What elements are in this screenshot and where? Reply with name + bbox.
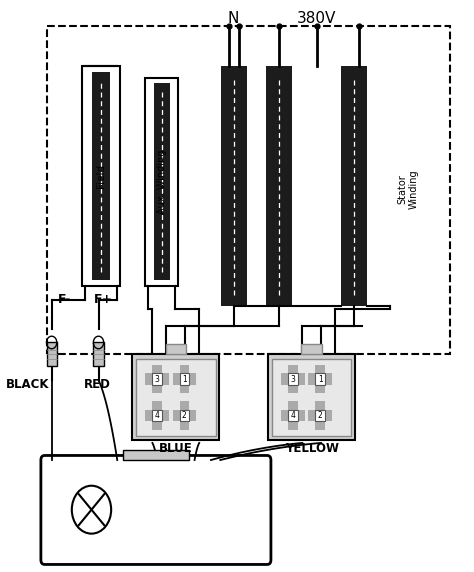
Bar <box>173 374 196 385</box>
Text: 380V: 380V <box>297 11 336 26</box>
Bar <box>93 343 104 367</box>
Bar <box>146 78 178 286</box>
Bar <box>180 374 189 385</box>
Bar <box>180 410 189 421</box>
Text: Field: Field <box>96 164 106 188</box>
Bar <box>82 66 119 286</box>
Bar <box>146 410 169 421</box>
Text: YELLOW: YELLOW <box>285 442 339 455</box>
Bar <box>152 410 162 421</box>
Text: 1: 1 <box>182 375 187 383</box>
Text: F-: F- <box>58 293 72 305</box>
Bar <box>281 410 305 421</box>
Text: BLACK: BLACK <box>6 378 49 391</box>
Bar <box>309 374 332 385</box>
Bar <box>152 365 162 394</box>
Bar <box>288 410 298 421</box>
Text: BLUE: BLUE <box>159 442 193 455</box>
Bar <box>165 344 186 355</box>
Bar <box>47 26 450 355</box>
Text: 2: 2 <box>182 411 187 420</box>
Bar <box>315 365 325 394</box>
Text: F+: F+ <box>94 293 113 305</box>
Text: 2: 2 <box>318 411 322 420</box>
Text: 3: 3 <box>291 375 295 383</box>
Bar <box>152 374 162 385</box>
Bar <box>288 402 298 430</box>
Text: RED: RED <box>84 378 111 391</box>
FancyBboxPatch shape <box>41 455 271 565</box>
Bar <box>92 72 110 280</box>
Bar <box>272 359 352 435</box>
Bar <box>268 355 355 440</box>
Bar <box>315 374 325 385</box>
Text: N: N <box>228 11 239 26</box>
Bar <box>46 343 57 367</box>
Bar <box>180 402 189 430</box>
Text: Aux. Winding: Aux. Winding <box>157 150 167 214</box>
Text: 4: 4 <box>291 411 295 420</box>
Bar <box>266 66 292 306</box>
Bar <box>288 374 298 385</box>
Bar <box>152 402 162 430</box>
Bar <box>221 66 247 306</box>
Bar <box>136 359 216 435</box>
Bar <box>315 410 325 421</box>
Bar <box>281 374 305 385</box>
Bar <box>315 402 325 430</box>
Bar <box>173 410 196 421</box>
Bar <box>123 450 189 460</box>
Bar <box>154 84 170 280</box>
Bar <box>146 374 169 385</box>
Text: Stator
Winding: Stator Winding <box>397 169 419 209</box>
Bar <box>341 66 367 306</box>
Bar <box>180 365 189 394</box>
Text: 4: 4 <box>155 411 160 420</box>
Bar <box>132 355 219 440</box>
Bar <box>309 410 332 421</box>
Bar <box>301 344 322 355</box>
Text: 3: 3 <box>155 375 160 383</box>
Bar <box>288 365 298 394</box>
Text: 1: 1 <box>318 375 322 383</box>
